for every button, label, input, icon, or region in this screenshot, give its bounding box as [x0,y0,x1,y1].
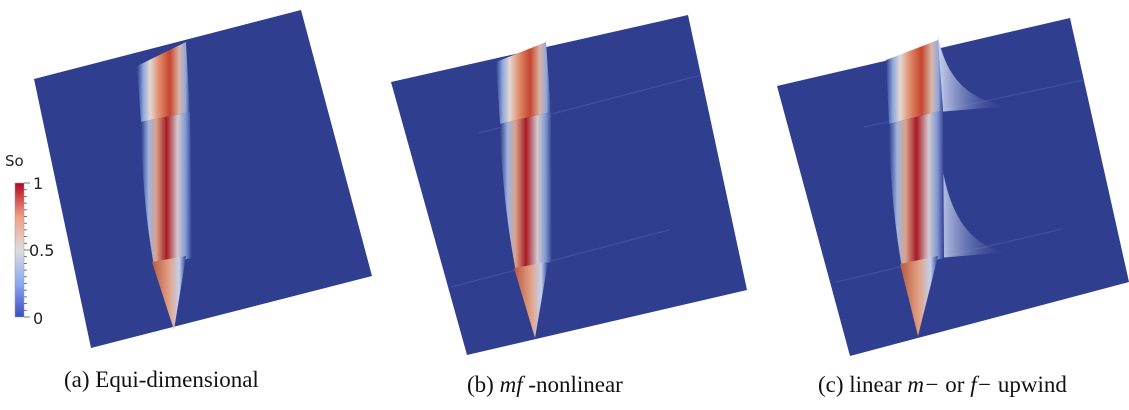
domain-square [391,15,747,355]
caption-c: (c) linear m− or f− upwind [818,372,1067,398]
panel-c [777,18,1129,356]
colorbar-gradient [15,183,24,317]
colorbar-title: So [5,152,24,170]
caption-text: -nonlinear [523,372,623,397]
caption-a: (a) Equi-dimensional [64,367,259,393]
caption-text: Equi-dimensional [95,367,259,392]
panel-b [391,15,747,355]
saturation-band-upper [496,42,551,124]
panel-a [34,10,372,348]
colorbar-tick-label: 1 [33,174,43,193]
caption-prefix: (c) linear [818,372,907,397]
colorbar: So 1 0.5 0 [5,152,54,328]
colorbar-tick-label: 0.5 [29,241,54,260]
caption-prefix: (b) [467,372,500,397]
caption-math: mf [500,372,523,397]
caption-text: or [940,372,971,397]
caption-text: upwind [992,372,1067,397]
caption-math: m− [907,372,939,397]
domain-square [777,18,1129,356]
colorbar-tick-label: 0 [33,309,43,328]
domain-square [34,10,372,348]
caption-prefix: (a) [64,367,95,392]
caption-b: (b) mf -nonlinear [467,372,623,398]
saturation-band-upper [886,40,943,124]
caption-math: f− [970,372,992,397]
